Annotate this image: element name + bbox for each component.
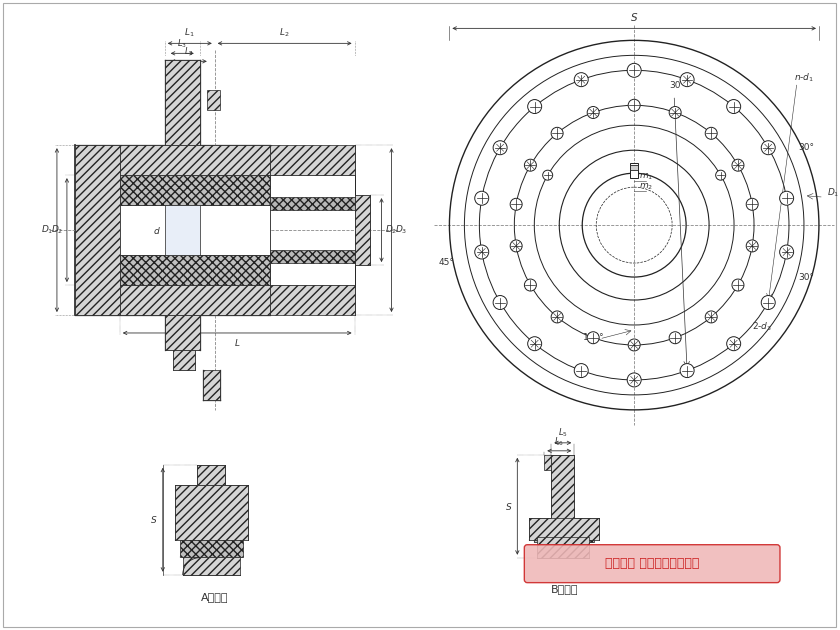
Text: 30°: 30° xyxy=(669,81,685,90)
Circle shape xyxy=(543,170,553,180)
Bar xyxy=(630,163,638,178)
Circle shape xyxy=(528,100,542,113)
Text: $L$: $L$ xyxy=(234,337,240,348)
Circle shape xyxy=(669,332,681,344)
Text: $2$-$d_3$: $2$-$d_3$ xyxy=(752,321,772,333)
Circle shape xyxy=(716,170,726,180)
Circle shape xyxy=(524,159,537,171)
Circle shape xyxy=(510,240,522,252)
Circle shape xyxy=(551,311,563,323)
Circle shape xyxy=(706,311,717,323)
Circle shape xyxy=(575,364,588,377)
Bar xyxy=(270,146,354,175)
Circle shape xyxy=(475,245,489,259)
Bar xyxy=(175,484,248,540)
Bar xyxy=(120,146,270,175)
Bar xyxy=(75,146,120,315)
Text: 30°: 30° xyxy=(798,143,814,152)
Circle shape xyxy=(746,240,759,252)
Text: $D_2$: $D_2$ xyxy=(386,224,398,236)
Text: $D_1$: $D_1$ xyxy=(827,186,839,198)
Text: $S$: $S$ xyxy=(505,501,512,512)
Bar xyxy=(120,255,270,285)
Circle shape xyxy=(732,279,744,291)
Text: $d$: $d$ xyxy=(153,225,160,236)
Bar xyxy=(165,60,200,146)
FancyBboxPatch shape xyxy=(524,545,780,583)
Text: $S$: $S$ xyxy=(150,514,158,525)
Bar xyxy=(207,90,220,110)
Circle shape xyxy=(780,192,794,205)
Text: $L_4$: $L_4$ xyxy=(184,46,194,59)
Bar xyxy=(165,315,200,350)
Text: $L_1$: $L_1$ xyxy=(185,27,195,39)
Text: $m_1$: $m_1$ xyxy=(639,171,654,181)
Bar xyxy=(354,195,370,265)
Bar xyxy=(270,285,354,315)
Text: $S$: $S$ xyxy=(630,11,638,23)
Text: $m_2$: $m_2$ xyxy=(639,181,654,192)
Text: $L_3$: $L_3$ xyxy=(177,38,187,50)
Circle shape xyxy=(727,100,741,113)
Text: 45°: 45° xyxy=(438,258,454,267)
Circle shape xyxy=(780,245,794,259)
Circle shape xyxy=(524,279,537,291)
Circle shape xyxy=(493,140,507,155)
Text: $e$: $e$ xyxy=(208,174,216,183)
Circle shape xyxy=(493,295,507,309)
Circle shape xyxy=(732,159,744,171)
Circle shape xyxy=(761,295,775,309)
Bar xyxy=(630,165,638,170)
Bar xyxy=(180,540,243,557)
Circle shape xyxy=(510,198,522,210)
Text: A型结构: A型结构 xyxy=(201,592,228,602)
Text: $n$-$d_1$: $n$-$d_1$ xyxy=(794,71,814,84)
Bar xyxy=(270,250,354,263)
Text: $D_2$: $D_2$ xyxy=(50,224,63,236)
Circle shape xyxy=(587,106,599,118)
Circle shape xyxy=(628,100,640,112)
Text: 30°: 30° xyxy=(798,273,814,282)
Bar xyxy=(270,197,354,210)
Bar xyxy=(551,455,575,520)
Circle shape xyxy=(575,72,588,87)
Bar xyxy=(538,537,589,558)
Circle shape xyxy=(551,127,563,139)
Circle shape xyxy=(475,192,489,205)
Bar xyxy=(120,205,270,255)
Bar xyxy=(529,518,599,540)
Circle shape xyxy=(627,64,641,77)
Text: 120°: 120° xyxy=(584,333,605,342)
Bar xyxy=(534,540,594,542)
Bar xyxy=(197,465,225,484)
Circle shape xyxy=(528,336,542,351)
Circle shape xyxy=(680,72,694,87)
Bar xyxy=(165,205,200,255)
Bar xyxy=(544,455,551,470)
Bar xyxy=(120,285,270,315)
Circle shape xyxy=(727,336,741,351)
Circle shape xyxy=(746,198,759,210)
Text: 版权所有 侵权必被严厉追究: 版权所有 侵权必被严厉追究 xyxy=(605,557,700,570)
Text: $D_1$: $D_1$ xyxy=(40,224,53,236)
Circle shape xyxy=(587,332,599,344)
Text: $L_5$: $L_5$ xyxy=(558,427,568,439)
Bar xyxy=(202,370,220,400)
Text: $L_2$: $L_2$ xyxy=(280,27,290,39)
Bar xyxy=(120,175,270,205)
Text: $L_6$: $L_6$ xyxy=(554,435,564,448)
Circle shape xyxy=(680,364,694,377)
Circle shape xyxy=(761,140,775,155)
Circle shape xyxy=(627,373,641,387)
Text: B型结构: B型结构 xyxy=(550,583,578,593)
Circle shape xyxy=(669,106,681,118)
Bar xyxy=(173,350,195,370)
Bar xyxy=(183,557,239,575)
Circle shape xyxy=(628,339,640,351)
Text: $D_3$: $D_3$ xyxy=(396,224,408,236)
Circle shape xyxy=(706,127,717,139)
